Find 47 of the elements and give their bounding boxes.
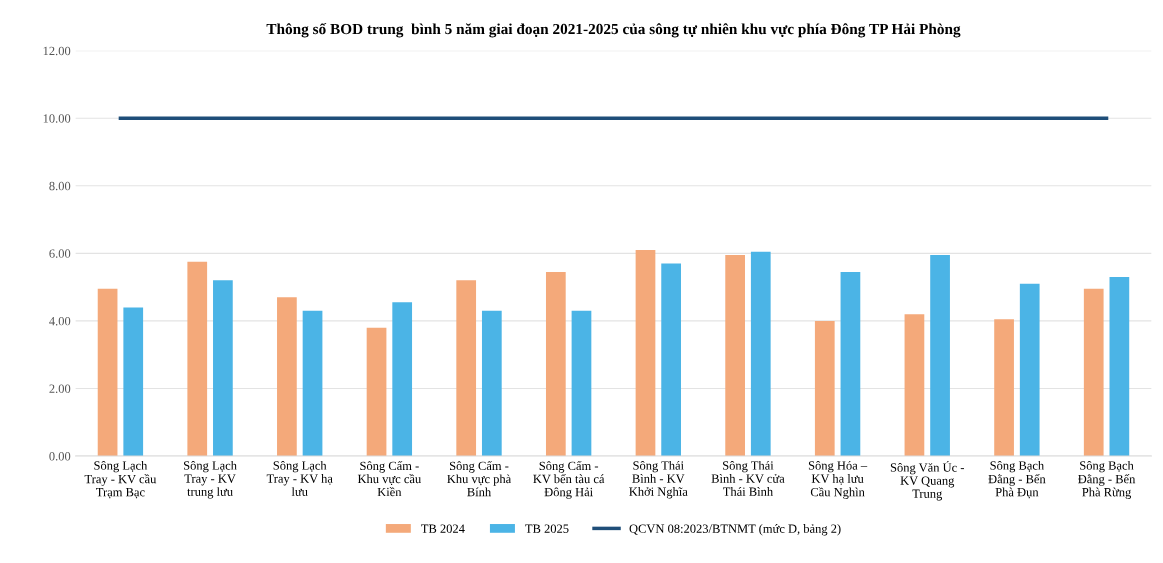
bar [392, 302, 413, 457]
legend-label: QCVN 08:2023/BTNMT (mức D, bảng 2) [629, 524, 841, 536]
bar [1083, 288, 1104, 457]
x-tick-label: Sông Cấm - Khu vực phà Bính [447, 460, 512, 497]
bar [123, 307, 144, 457]
x-tick-label: Sông Lạch Tray - KV hạ lưu [266, 460, 333, 496]
bar [930, 255, 950, 457]
x-tick-label: Sông Thái Bình - KV Khởi Nghĩa [629, 460, 688, 499]
legend-label: TB 2025 [525, 524, 569, 533]
bar [277, 297, 297, 457]
y-tick-label: 0.00 [49, 452, 71, 461]
bar [545, 271, 566, 457]
y-tick-label: 8.00 [49, 181, 71, 191]
x-tick-label: Sông Cấm - Khu vực cầu Kiền [357, 460, 421, 497]
x-tick-label: Sông Bạch Đằng - Bến Phà Đụn [988, 460, 1046, 499]
bar [1019, 283, 1040, 457]
bar [635, 249, 656, 457]
bar [97, 288, 118, 457]
bar [571, 310, 592, 457]
bar [725, 255, 745, 457]
bar [814, 320, 835, 457]
bar [661, 263, 681, 457]
bar [840, 271, 861, 457]
y-tick-label: 6.00 [49, 249, 71, 258]
x-tick-label: Sông Thái Bình - KV cửa Thái Bình [711, 460, 785, 496]
x-tick-label: Sông Lạch Tray - KV trung lưu [184, 460, 237, 499]
bar [187, 261, 208, 457]
y-tick-label: 12.00 [43, 46, 71, 56]
bar [213, 280, 233, 457]
bar [456, 280, 477, 457]
y-tick-label: 4.00 [49, 316, 71, 326]
bar [904, 314, 925, 457]
x-tick-label: Sông Văn Úc - KV Quang Trung [890, 460, 965, 501]
bar [750, 251, 771, 457]
x-tick-label: Sông Hóa – KV hạ lưu Cầu Nghìn [808, 460, 868, 499]
x-tick-label: Sông Lạch Tray - KV cầu Trạm Bạc [84, 460, 157, 499]
legend-label: TB 2024 [421, 524, 465, 533]
y-tick-label: 10.00 [43, 114, 71, 123]
y-tick-label: 2.00 [49, 384, 71, 393]
bar [994, 319, 1014, 457]
bar [366, 327, 387, 457]
bar [481, 310, 502, 457]
x-tick-label: Sông Bạch Đằng - Bến Phà Rừng [1078, 460, 1136, 499]
bar [1109, 277, 1130, 457]
bar [302, 310, 323, 457]
x-tick-label: Sông Cấm - KV bến tàu cá Đông Hải [533, 460, 605, 499]
chart-title: Thông số BOD trung bình 5 năm giai đoạn 2021-2025 của sông tự nhiên khu vực phía Đông TP Hải Phòng [266, 22, 961, 38]
